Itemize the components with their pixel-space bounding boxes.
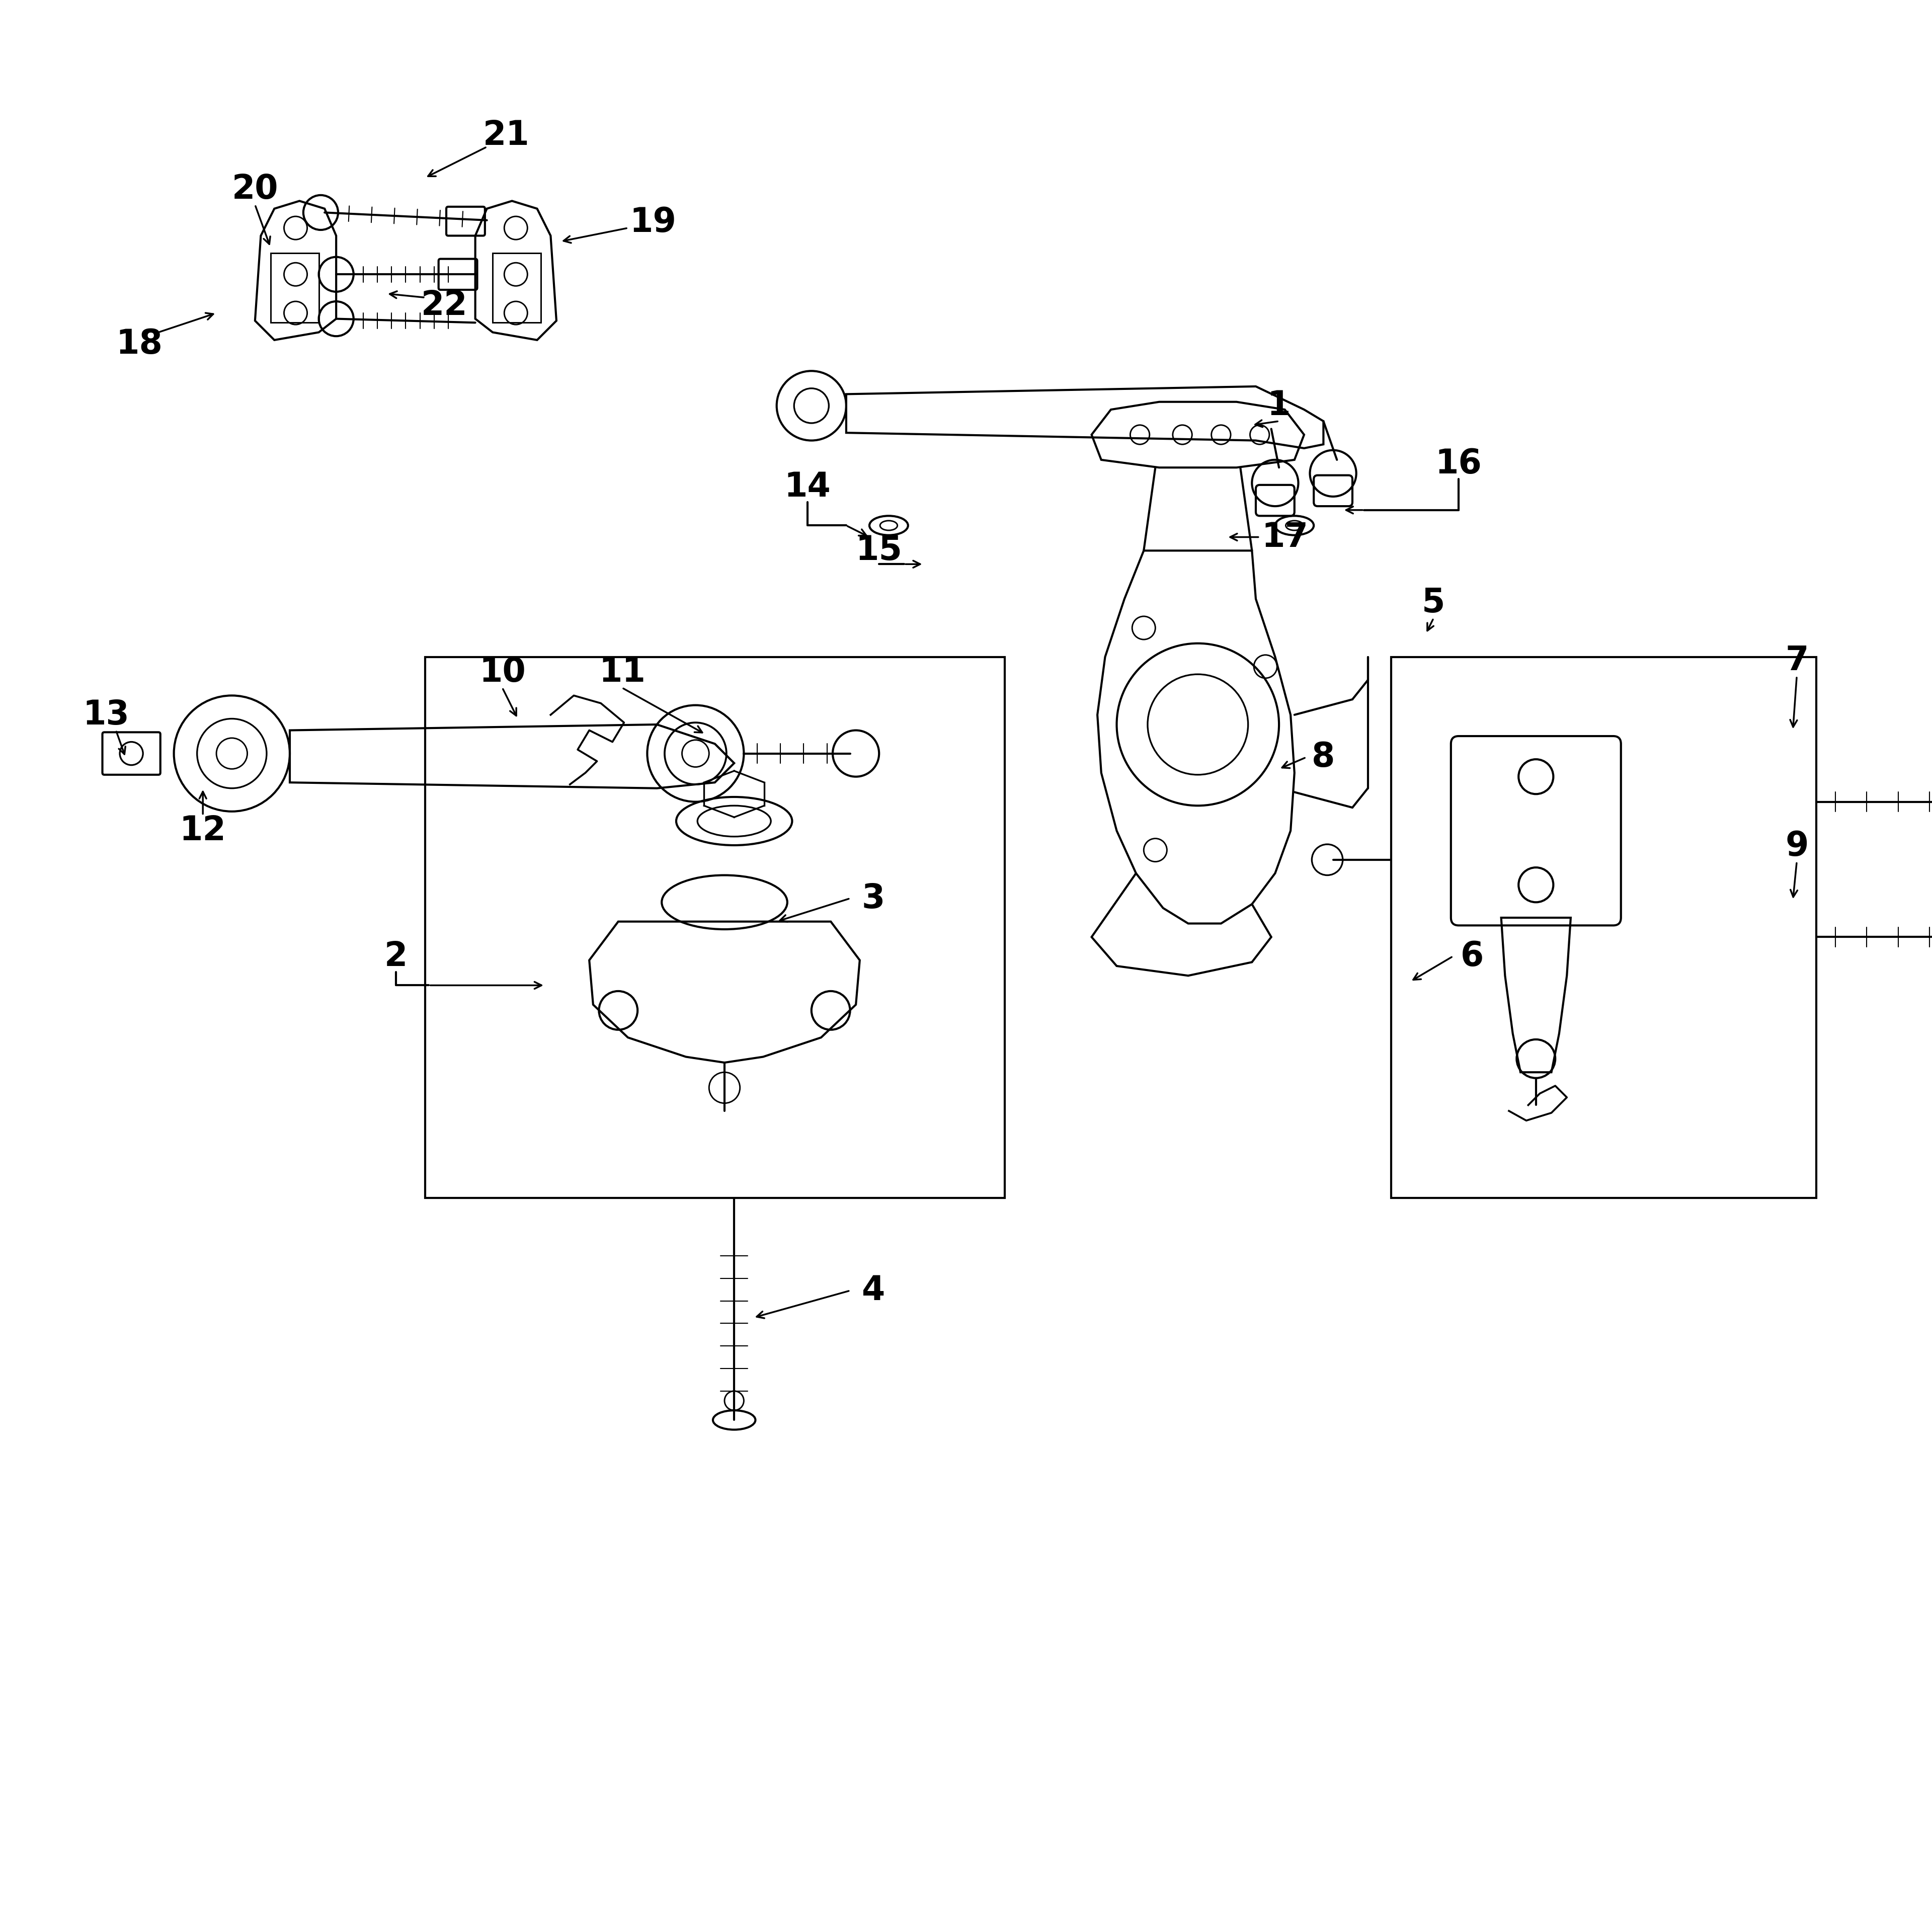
Text: 8: 8 [1312, 740, 1335, 775]
Bar [1391, 657, 1816, 1198]
Text: 1: 1 [1267, 388, 1291, 423]
Bar [425, 657, 1005, 1198]
Text: 20: 20 [232, 172, 278, 207]
Text: 9: 9 [1785, 829, 1808, 864]
Text: 19: 19 [630, 205, 676, 240]
Text: 18: 18 [116, 327, 162, 361]
Text: 7: 7 [1785, 643, 1808, 678]
Text: 6: 6 [1461, 939, 1484, 974]
Text: 2: 2 [384, 939, 408, 974]
Text: 4: 4 [862, 1273, 885, 1308]
Text: 17: 17 [1262, 520, 1308, 554]
Bar [270, 253, 319, 323]
Text: 5: 5 [1422, 585, 1445, 620]
Bar [493, 253, 541, 323]
Text: 15: 15 [856, 533, 902, 568]
Text: 22: 22 [421, 288, 468, 323]
Text: 12: 12 [180, 813, 226, 848]
Text: 13: 13 [83, 697, 129, 732]
Text: 11: 11 [599, 655, 645, 690]
Text: 3: 3 [862, 881, 885, 916]
Text: 21: 21 [483, 118, 529, 153]
Text: 14: 14 [784, 469, 831, 504]
Text: 16: 16 [1435, 446, 1482, 481]
Text: 10: 10 [479, 655, 526, 690]
